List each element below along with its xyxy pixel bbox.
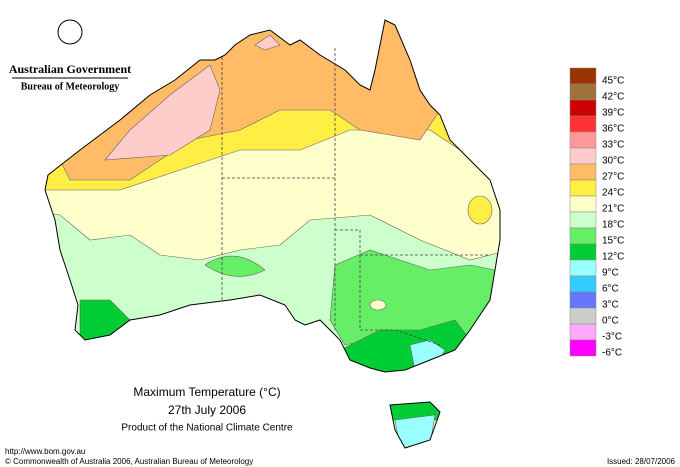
- map-date: 27th July 2006: [168, 403, 246, 417]
- legend-swatch: [569, 179, 597, 197]
- legend-label: 33°C: [602, 140, 624, 151]
- map-title: Maximum Temperature (°C): [133, 385, 280, 399]
- footer-issued: Issued: 28/07/2006: [607, 457, 676, 466]
- legend-swatch: [569, 227, 597, 245]
- logo: Australian Government Bureau of Meteorol…: [9, 19, 131, 92]
- legend-swatch: [569, 195, 597, 213]
- legend-label: 12°C: [602, 252, 624, 263]
- legend-swatch: [569, 67, 597, 85]
- legend-label: 0°C: [602, 316, 619, 327]
- legend: 45°C 42°C 39°C 36°C 33°C 30°C 27°C 24°C 21°C 18°C…: [569, 67, 624, 359]
- legend-swatch: [569, 163, 597, 181]
- footer-url: http://www.bom.gov.au: [5, 447, 85, 456]
- legend-label: 18°C: [602, 220, 624, 231]
- legend-label: 15°C: [602, 236, 624, 247]
- legend-swatch: [569, 275, 597, 293]
- legend-label: 45°C: [602, 76, 624, 87]
- legend-label: 36°C: [602, 124, 624, 135]
- legend-label: 9°C: [602, 268, 619, 279]
- agency-name: Bureau of Meteorology: [21, 81, 120, 92]
- legend-label: 6°C: [602, 284, 619, 295]
- legend-label: 3°C: [602, 300, 619, 311]
- legend-label: -3°C: [602, 332, 622, 343]
- legend-label: -6°C: [602, 348, 622, 359]
- state-borders: [221, 48, 488, 346]
- legend-label: 21°C: [602, 204, 624, 215]
- legend-swatch: [569, 131, 597, 149]
- government-name: Australian Government: [9, 62, 131, 76]
- legend-swatch: [569, 243, 597, 261]
- legend-label: 42°C: [602, 92, 624, 103]
- legend-swatch: [569, 259, 597, 277]
- legend-label: 39°C: [602, 108, 624, 119]
- legend-swatch: [569, 211, 597, 229]
- legend-swatch: [569, 99, 597, 117]
- legend-label: 27°C: [602, 172, 624, 183]
- footer-copyright: © Commonwealth of Australia 2006, Austra…: [5, 457, 253, 466]
- legend-swatch: [569, 323, 597, 341]
- legend-swatch: [569, 83, 597, 101]
- legend-swatch: [569, 339, 597, 357]
- legend-swatch: [569, 307, 597, 325]
- legend-label: 24°C: [602, 188, 624, 199]
- legend-swatch: [569, 147, 597, 165]
- map-credit: Product of the National Climate Centre: [121, 423, 293, 434]
- legend-swatch: [569, 115, 597, 133]
- legend-swatch: [569, 291, 597, 309]
- legend-label: 30°C: [602, 156, 624, 167]
